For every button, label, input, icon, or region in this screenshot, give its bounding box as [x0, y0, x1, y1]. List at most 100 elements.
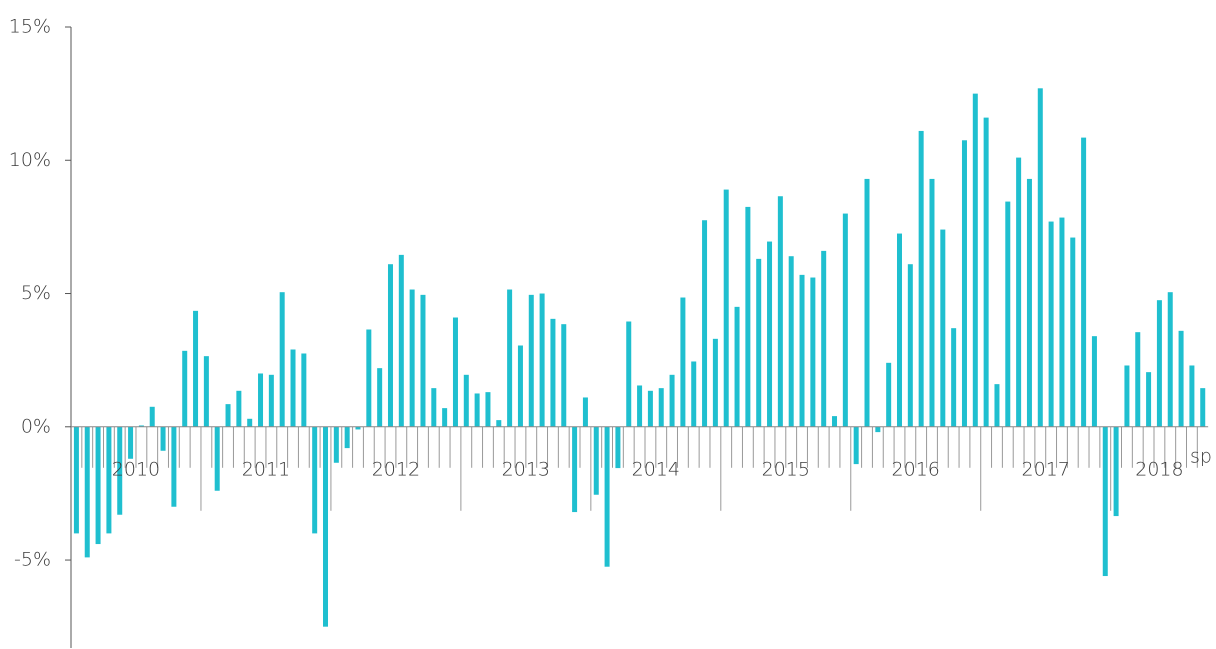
year-label: 2010 [112, 458, 160, 480]
bar [160, 426, 166, 451]
bar [864, 178, 870, 427]
bar [1070, 237, 1076, 427]
bar [896, 233, 902, 427]
bar [1048, 221, 1054, 427]
bar [561, 324, 567, 427]
bar [1124, 365, 1130, 427]
bar [604, 426, 610, 567]
bar [1016, 157, 1022, 427]
bar [517, 345, 523, 427]
bar [550, 318, 556, 427]
year-label: 2014 [632, 458, 680, 480]
bar [853, 426, 859, 465]
year-label: 2013 [502, 458, 550, 480]
bar [680, 297, 686, 427]
annotation: sp [1190, 445, 1212, 467]
bar [171, 426, 177, 507]
bar [972, 93, 978, 427]
year-label: 2015 [762, 458, 810, 480]
bar [1091, 336, 1097, 427]
bar [929, 178, 935, 427]
bar [225, 404, 231, 427]
bar [647, 390, 653, 427]
bar [366, 329, 372, 427]
bar [875, 426, 881, 433]
bar [258, 373, 264, 427]
bar [474, 393, 480, 427]
bar [767, 241, 773, 427]
bar [1081, 137, 1087, 427]
bar [268, 374, 274, 427]
year-label: 2016 [892, 458, 940, 480]
bar [485, 392, 491, 427]
bar [84, 426, 90, 558]
bar [842, 213, 848, 427]
bar [626, 321, 632, 427]
bar [1026, 178, 1032, 427]
year-label: 2018 [1135, 458, 1183, 480]
bar [236, 390, 242, 427]
bar [117, 426, 123, 515]
bar [637, 385, 643, 427]
bar [886, 362, 892, 427]
bar [582, 397, 588, 427]
bar [149, 406, 155, 427]
bar [1189, 365, 1195, 427]
bar [387, 264, 393, 427]
bar [669, 374, 675, 427]
bar [95, 426, 101, 545]
bar [734, 306, 740, 427]
bar [983, 117, 989, 427]
bar [723, 189, 729, 427]
bar [951, 328, 957, 427]
year-label: 2017 [1022, 458, 1070, 480]
y-tick-label: 10% [9, 149, 51, 171]
bar [312, 426, 318, 534]
bar [279, 292, 285, 427]
bar [214, 426, 220, 491]
bar [593, 426, 599, 495]
bar [702, 220, 708, 427]
bar [658, 388, 664, 427]
bar [182, 350, 188, 427]
bar [799, 274, 805, 427]
year-label: 2011 [242, 458, 290, 480]
bar [193, 310, 199, 427]
bar [290, 349, 296, 427]
bar [420, 294, 426, 427]
y-tick-label: 15% [9, 16, 51, 38]
bar [1059, 217, 1065, 427]
bar [918, 130, 924, 427]
bar [344, 426, 350, 449]
bar [496, 420, 502, 427]
bar [431, 388, 437, 427]
bar [745, 206, 751, 427]
bar [442, 408, 448, 427]
y-tick-label: 0% [21, 415, 51, 437]
y-tick-label: -5% [14, 549, 51, 571]
bar [1156, 300, 1162, 427]
bar [203, 356, 209, 427]
bar [572, 426, 578, 513]
bar [247, 418, 253, 427]
bar [961, 140, 967, 427]
bar [323, 426, 329, 627]
bar [615, 426, 621, 469]
bar [1113, 426, 1119, 517]
bar [777, 196, 783, 427]
bar [377, 368, 383, 427]
bar [333, 426, 339, 463]
bar [539, 293, 545, 427]
bar [994, 384, 1000, 427]
bar [1037, 88, 1043, 427]
bar [452, 317, 458, 427]
bar [355, 426, 361, 430]
bar [409, 289, 415, 427]
bar [1146, 372, 1152, 427]
bar [128, 426, 134, 459]
bar [73, 426, 79, 534]
bar [788, 256, 794, 427]
bar [106, 426, 112, 534]
bar [832, 416, 838, 427]
